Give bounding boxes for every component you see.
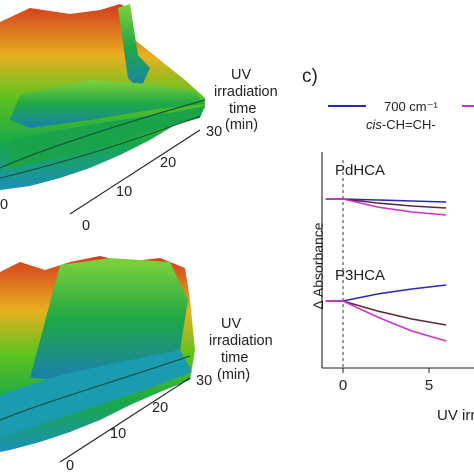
time-tick-top-0: 0 (82, 218, 90, 234)
axis-title-bottom-line-4: (min) (217, 367, 250, 383)
time-tick-top-30: 30 (206, 124, 222, 140)
series-line-1-magenta (325, 300, 447, 342)
time-tick-bottom-30: 30 (196, 373, 212, 389)
time-tick-top-20: 20 (160, 155, 176, 171)
axis-title-bottom-line-1: UV (221, 316, 241, 332)
time-axis-bottom (59, 377, 191, 463)
axis-title-top-line-3: time (229, 101, 256, 117)
axis-title-top-line-2: irradiation (214, 84, 278, 100)
y-axis-label: Δ Absorbance (310, 222, 326, 309)
partial-tick-top: 0 (0, 197, 8, 213)
x-axis-label: UV irr (437, 407, 474, 424)
subpanel-title-1: P3HCA (335, 267, 385, 284)
x-tick-label-5: 5 (425, 377, 433, 394)
surface-plot-bottom: 0 10 20 30 UV irradiation time (min) (0, 256, 273, 474)
surface-plot-top: 0 10 20 30 0 UV irradiation time (min) (0, 4, 278, 234)
legend-sublabel-blue: cis-CH=CH- (366, 117, 436, 132)
surface-top-front-edge (0, 115, 201, 179)
axis-title-top-line-1: UV (231, 67, 251, 83)
legend-sublabel-italic: cis (366, 117, 382, 132)
series-layer (325, 198, 447, 342)
time-tick-bottom-20: 20 (152, 400, 168, 416)
series-line-1-dark (325, 300, 447, 326)
surface-bottom-edge (0, 355, 191, 421)
subpanel-title-0: PdHCA (335, 162, 385, 179)
series-line-0-magenta (325, 198, 447, 216)
surface-bottom-ridge-1 (30, 258, 188, 380)
legend-label-blue: 700 cm⁻¹ (384, 99, 438, 114)
panel-label-c: c) (302, 66, 318, 87)
axis-title-bottom-line-2: irradiation (209, 333, 273, 349)
panel-c: c) 700 cm⁻¹ cis-CH=CH- Δ Absorbance PdHC… (302, 66, 474, 424)
axis-title-top-line-4: (min) (225, 117, 258, 133)
time-axis-top (69, 129, 201, 215)
time-tick-bottom-10: 10 (110, 426, 126, 442)
surface-bottom-ridge-2 (0, 350, 192, 438)
legend-sublabel-rest: -CH=CH- (382, 117, 436, 132)
axis-title-bottom-line-3: time (221, 350, 248, 366)
surface-top-ridge-2 (10, 80, 205, 128)
surface-top-ridge-3 (8, 106, 205, 170)
surface-top-ridge-1 (118, 4, 150, 90)
x-tick-label-0: 0 (339, 377, 347, 394)
series-line-1-blue (325, 284, 447, 302)
time-tick-bottom-0: 0 (66, 458, 74, 474)
time-tick-top-10: 10 (116, 184, 132, 200)
surface-top-edge (0, 99, 206, 169)
